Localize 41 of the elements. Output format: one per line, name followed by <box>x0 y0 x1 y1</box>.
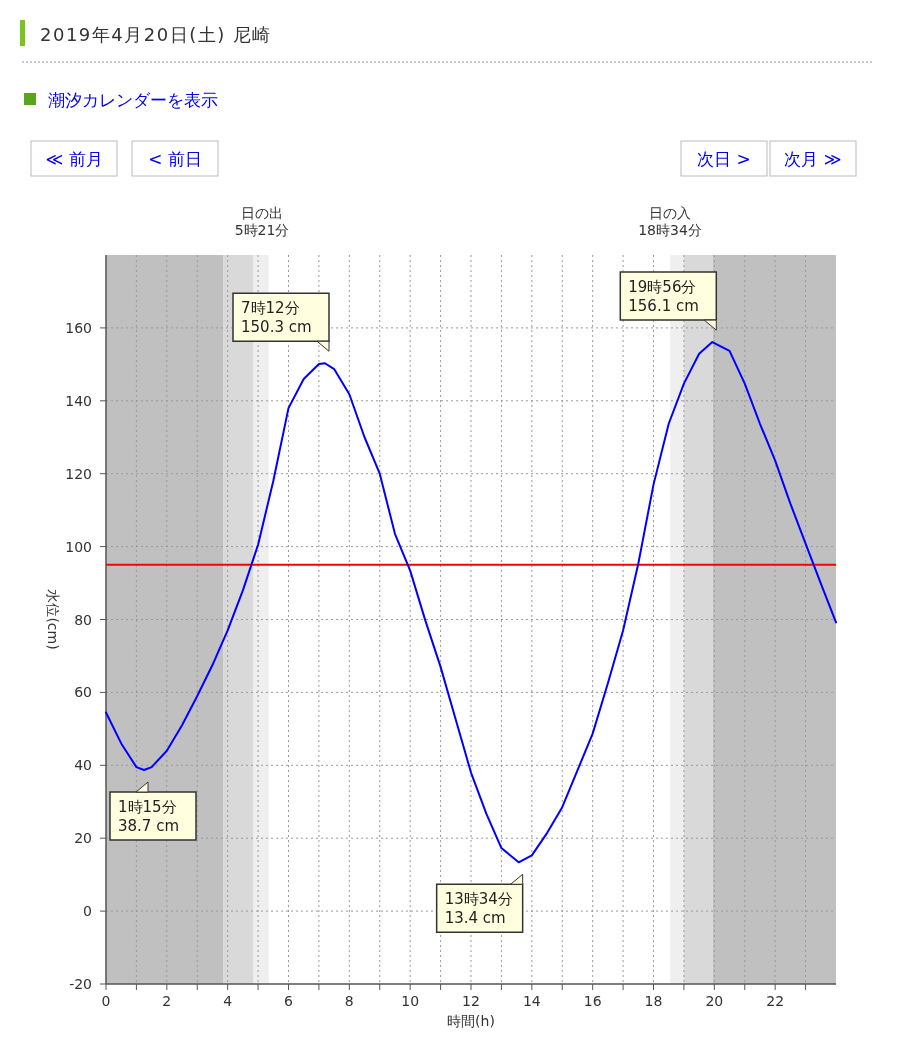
y-tick-label: 0 <box>83 903 92 920</box>
y-tick-label: 160 <box>65 319 92 336</box>
callout: 7時12分 150.3 cm <box>232 292 330 352</box>
x-tick-label: 16 <box>583 993 602 1009</box>
x-tick-label: 2 <box>162 993 172 1009</box>
annotation: 19時56分 156.1 cm <box>628 278 699 316</box>
y-tick-label: 100 <box>65 538 92 555</box>
x-tick-label: 4 <box>223 993 233 1009</box>
callout: 13時34分 13.4 cm <box>435 873 524 933</box>
y-tick-label: 20 <box>74 830 92 847</box>
button: 次日 > <box>680 140 768 177</box>
x-tick-label: 10 <box>401 993 420 1009</box>
text: 日の入 18時34分 <box>638 205 702 238</box>
annotation: 1時15分 38.7 cm <box>118 798 180 836</box>
annotation: 13時34分 13.4 cm <box>444 890 513 928</box>
button: < 前日 <box>131 140 219 177</box>
text: 日の出 5時21分 <box>234 205 290 238</box>
x-tick-label: 20 <box>705 993 724 1009</box>
line-series <box>105 341 837 864</box>
chart-title: 2019年4月20日(土) 尼崎 <box>40 24 272 45</box>
annotation: 7時12分 150.3 cm <box>241 299 312 337</box>
y-tick-label: 60 <box>74 684 92 701</box>
button: 次月 ≫ <box>769 140 857 177</box>
button: ≪ 前月 <box>30 140 118 177</box>
x-tick-label: 22 <box>766 993 785 1009</box>
x-tick-label: 6 <box>284 993 294 1009</box>
x-axis-title: 時間(h) <box>447 1013 495 1029</box>
text: 潮汐カレンダーを表示 <box>48 90 218 110</box>
x-tick-label: 18 <box>644 993 663 1009</box>
y-tick-label: -20 <box>69 976 92 992</box>
y-tick-label: 120 <box>65 465 92 482</box>
x-tick-label: 8 <box>344 993 354 1009</box>
y-tick-label: 140 <box>65 392 92 409</box>
y-axis-title: 水位(cm) <box>45 589 61 650</box>
x-tick-label: 14 <box>522 993 541 1009</box>
y-tick-label: 80 <box>74 611 92 628</box>
x-tick-label: 12 <box>462 993 480 1009</box>
callout: 19時56分 156.1 cm <box>619 271 718 331</box>
x-tick-label: 0 <box>101 993 111 1009</box>
y-tick-label: 40 <box>74 757 92 774</box>
callout: 1時15分 38.7 cm <box>109 781 197 841</box>
